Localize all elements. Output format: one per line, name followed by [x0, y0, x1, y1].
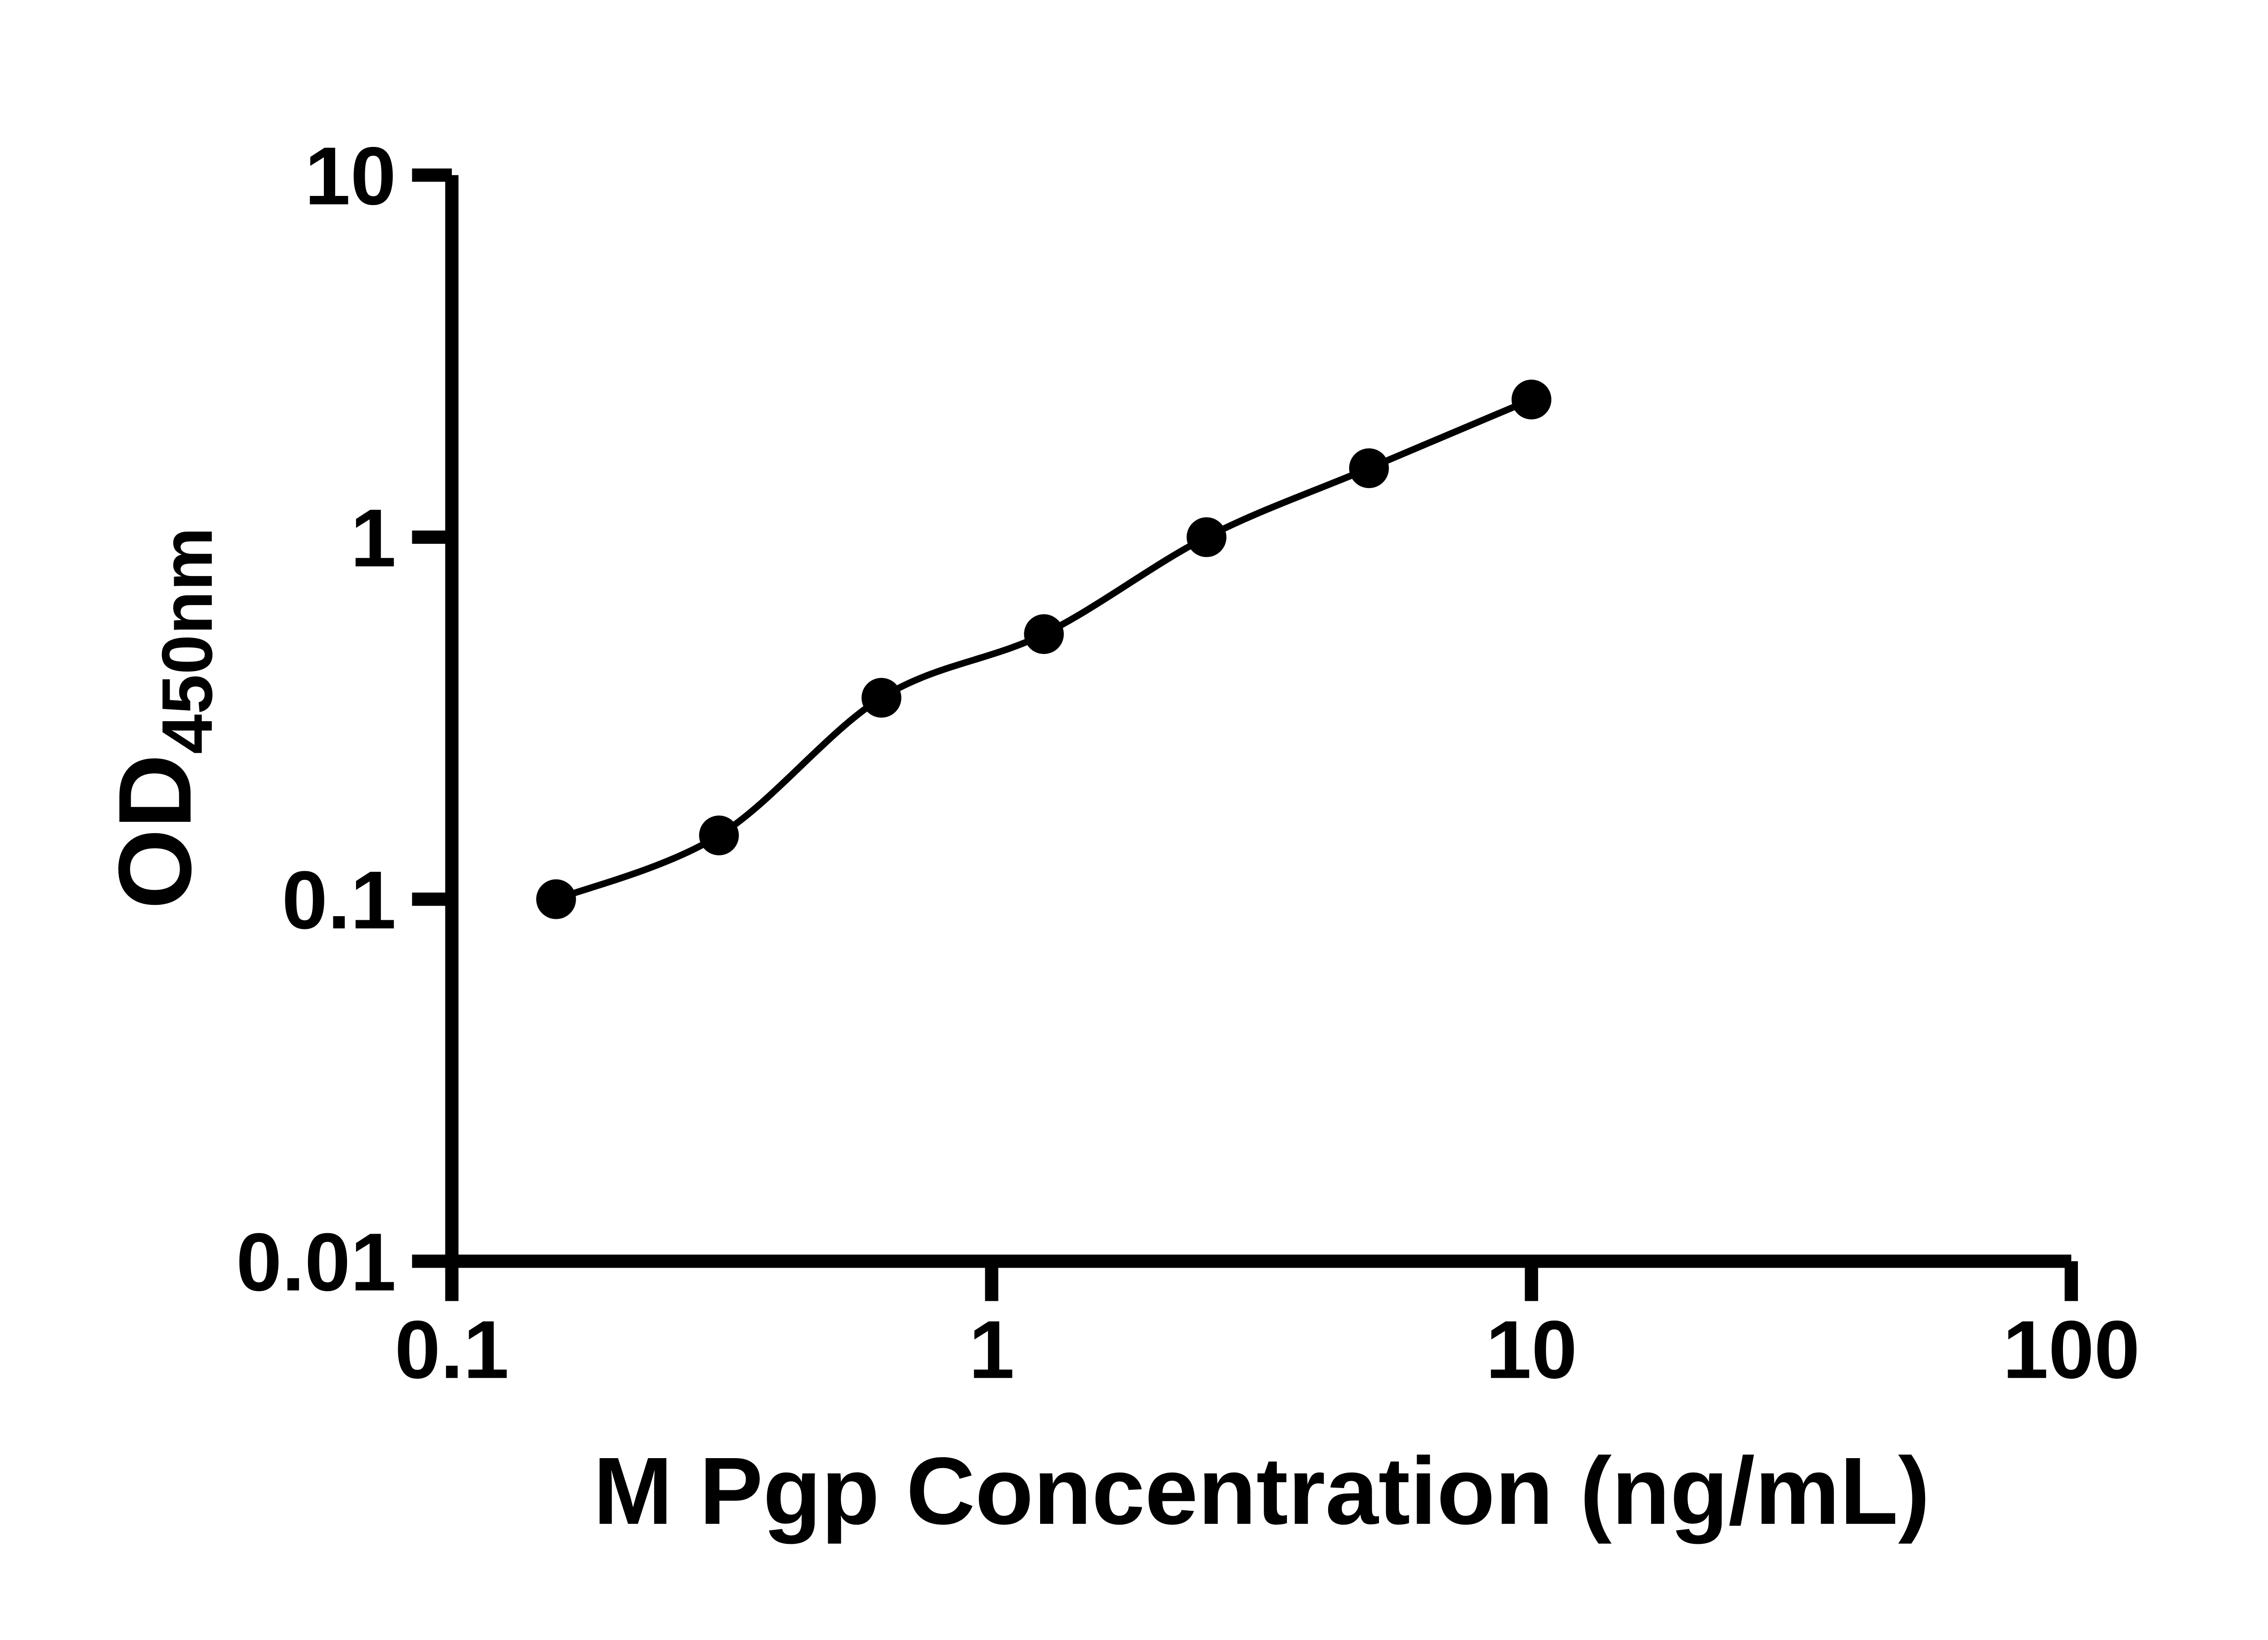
data-point	[1349, 449, 1389, 488]
x-tick-label: 100	[2003, 1304, 2140, 1396]
data-point	[536, 879, 576, 919]
data-point	[1187, 517, 1227, 557]
y-axis-label: OD450nm	[98, 527, 227, 909]
y-tick-label: 1	[351, 493, 396, 584]
y-axis-label-sub: 450nm	[147, 527, 227, 754]
y-tick-label: 0.1	[282, 854, 396, 946]
x-tick-label: 1	[969, 1304, 1015, 1396]
data-point	[861, 678, 901, 718]
x-tick-label: 0.1	[395, 1304, 509, 1396]
data-point	[699, 815, 739, 855]
y-tick-label: 10	[305, 131, 396, 222]
x-tick-label: 10	[1486, 1304, 1577, 1396]
data-point	[1511, 380, 1551, 420]
axes	[412, 175, 2071, 1301]
y-tick-label: 0.01	[236, 1216, 396, 1308]
data-point	[1024, 614, 1064, 654]
y-axis-label-main: OD	[98, 754, 213, 909]
x-axis-label: M Pgp Concentration (ng/mL)	[593, 1437, 1930, 1544]
